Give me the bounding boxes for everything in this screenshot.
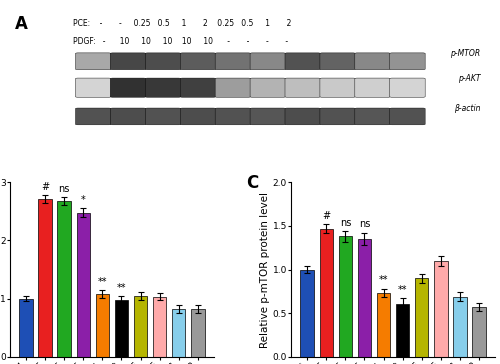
FancyBboxPatch shape <box>180 108 216 125</box>
Bar <box>58 201 71 357</box>
Bar <box>172 309 186 357</box>
Text: ns: ns <box>359 219 370 229</box>
FancyBboxPatch shape <box>355 53 390 70</box>
FancyBboxPatch shape <box>76 108 111 125</box>
Bar <box>191 309 204 357</box>
FancyBboxPatch shape <box>76 53 111 70</box>
FancyBboxPatch shape <box>390 78 425 97</box>
FancyBboxPatch shape <box>390 108 425 125</box>
FancyBboxPatch shape <box>110 78 146 97</box>
Y-axis label: Relative p-mTOR protein level: Relative p-mTOR protein level <box>260 191 270 348</box>
Bar <box>454 297 466 357</box>
FancyBboxPatch shape <box>285 78 320 97</box>
Text: PCE:    -       -     0.25   0.5     1       2    0.25   0.5     1       2: PCE: - - 0.25 0.5 1 2 0.25 0.5 1 2 <box>73 19 292 28</box>
FancyBboxPatch shape <box>355 78 390 97</box>
FancyBboxPatch shape <box>320 53 356 70</box>
FancyBboxPatch shape <box>215 53 250 70</box>
Bar <box>377 293 390 357</box>
Text: A: A <box>15 15 28 32</box>
Bar <box>134 296 147 357</box>
Text: **: ** <box>398 285 407 295</box>
Text: ns: ns <box>58 184 70 194</box>
FancyBboxPatch shape <box>390 53 425 70</box>
Bar <box>320 229 333 357</box>
Bar <box>76 213 90 357</box>
Text: PDGF:   -      10     10     10    10     10      -       -       -       -: PDGF: - 10 10 10 10 10 - - - - <box>73 37 288 46</box>
Bar <box>472 307 486 357</box>
Text: p-AKT: p-AKT <box>458 74 480 83</box>
FancyBboxPatch shape <box>355 108 390 125</box>
Bar <box>38 199 52 357</box>
FancyBboxPatch shape <box>250 78 286 97</box>
Text: **: ** <box>379 275 388 285</box>
FancyBboxPatch shape <box>285 108 320 125</box>
Bar <box>153 297 166 357</box>
Text: *: * <box>81 195 86 205</box>
FancyBboxPatch shape <box>146 108 180 125</box>
FancyBboxPatch shape <box>146 53 180 70</box>
FancyBboxPatch shape <box>215 108 250 125</box>
FancyBboxPatch shape <box>180 78 216 97</box>
Text: β-actin: β-actin <box>454 104 480 113</box>
FancyBboxPatch shape <box>250 108 286 125</box>
FancyBboxPatch shape <box>180 53 216 70</box>
FancyBboxPatch shape <box>320 78 356 97</box>
Bar <box>20 298 32 357</box>
FancyBboxPatch shape <box>215 78 250 97</box>
FancyBboxPatch shape <box>285 53 320 70</box>
Bar <box>358 239 371 357</box>
Text: **: ** <box>116 283 126 293</box>
FancyBboxPatch shape <box>146 78 180 97</box>
Bar <box>300 269 314 357</box>
Text: C: C <box>246 174 258 191</box>
Bar <box>338 236 352 357</box>
Bar <box>96 294 109 357</box>
FancyBboxPatch shape <box>250 53 286 70</box>
Text: **: ** <box>98 277 107 287</box>
Bar <box>415 278 428 357</box>
Bar <box>434 261 448 357</box>
FancyBboxPatch shape <box>320 108 356 125</box>
Bar <box>115 300 128 357</box>
Text: ns: ns <box>340 218 351 228</box>
FancyBboxPatch shape <box>110 53 146 70</box>
Text: p-MTOR: p-MTOR <box>450 49 480 58</box>
Text: #: # <box>322 211 330 221</box>
Text: #: # <box>41 182 49 191</box>
Bar <box>396 304 409 357</box>
FancyBboxPatch shape <box>110 108 146 125</box>
FancyBboxPatch shape <box>76 78 111 97</box>
